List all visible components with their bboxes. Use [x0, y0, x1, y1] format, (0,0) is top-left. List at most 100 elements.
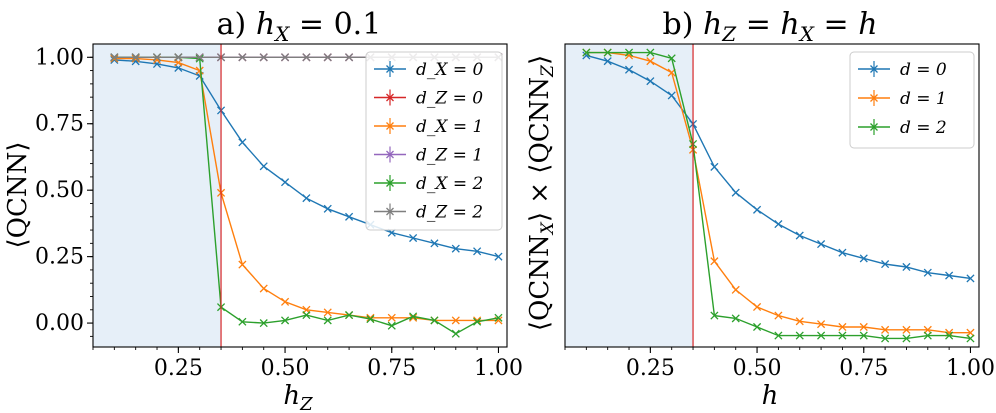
panel-b-series-0-point	[646, 77, 655, 86]
panel-a-series-4-point	[387, 321, 396, 330]
panel-a-series-4-point	[281, 316, 290, 325]
panel-b-series-2-point	[667, 54, 676, 63]
panel-b-ylabel: ⟨QCNNX⟩ × ⟨QCNNZ⟩	[525, 55, 558, 331]
panel-a-xtick-label: 0.75	[367, 356, 416, 381]
panel-a-series-0-point	[259, 162, 268, 171]
panel-b-series-2-point	[838, 331, 847, 340]
panel-a-series-0-point	[494, 252, 503, 261]
panel-a-series-0-point	[238, 138, 247, 147]
panel-a-series-4-point	[259, 319, 268, 328]
panel-b-series-0-point	[731, 188, 740, 197]
panel-b-series-1-point	[731, 285, 740, 294]
panel-a-legend-label: d_Z = 2	[416, 203, 483, 223]
panel-b-series-1-point	[753, 302, 762, 312]
panel-b-series-0-point	[753, 205, 762, 214]
panel-a-legend-label: d_Z = 0	[416, 89, 483, 109]
panel-a-series-4-point	[430, 316, 439, 325]
panel-b: b) hZ = hX = h 0.25 0.50 0.75 1.00d = 0d = …	[525, 7, 995, 411]
panel-a-legend-marker	[386, 207, 394, 216]
panel-b-series-2-point	[966, 334, 975, 343]
panel-a-legend-label: d_X = 2	[416, 174, 483, 194]
panel-a-series-5-point	[323, 53, 332, 62]
panel-b-series-1-point	[774, 311, 783, 320]
panel-a-ytick-label: 0.25	[35, 245, 84, 270]
panel-a-series-5-point	[110, 53, 119, 62]
panel-a-series-0-point	[323, 204, 332, 213]
panel-a-title: a) hX = 0.1	[217, 7, 382, 46]
panel-a-series-2-point	[238, 260, 247, 269]
panel-b-legend-box	[849, 51, 975, 149]
panel-b-xtick-label: 0.50	[733, 356, 782, 381]
panel-b-series-2-point	[710, 311, 719, 320]
panel-a-series-2-point	[195, 66, 204, 75]
panel-a-series-0-point	[409, 233, 418, 243]
panel-b-series-0-point	[774, 220, 783, 229]
panel-a-axes-frame	[92, 43, 508, 348]
panel-b-series-2-point	[582, 48, 591, 57]
panel-a-series-0-point	[430, 239, 439, 248]
panel-a-series-4-point	[302, 311, 311, 320]
panel-a-xtick-label: 0.25	[154, 356, 203, 381]
panel-a-series-2-point	[259, 284, 268, 293]
panel-a-series-5-point	[302, 53, 311, 62]
panel-a-series-4-point	[238, 317, 247, 326]
panel-a-series-2-point	[323, 308, 332, 317]
panel-b-series-0-point	[945, 271, 954, 280]
panel-a-series-2-point	[131, 54, 140, 63]
panel-b-series-1-point	[710, 257, 719, 266]
panel-a-series-5-point	[152, 53, 162, 62]
panel-b-series-1-point	[795, 317, 804, 326]
panel-a-legend-label: d_X = 0	[416, 60, 484, 80]
panel-b-series-0-point	[859, 254, 868, 263]
panel-b-series-1-point	[817, 320, 826, 329]
panel-a-series-4-point	[323, 316, 332, 325]
panel-a-series-4-point	[195, 54, 204, 63]
panel-b-series-2-point	[923, 331, 932, 340]
panel-a-series-0-point	[473, 247, 482, 256]
panel-b-series-2-point	[817, 331, 826, 340]
panel-a-ytick-label: 0.00	[35, 311, 84, 336]
panel-b-series-0-point	[624, 65, 634, 74]
panel-b-series-1-point	[881, 325, 890, 334]
panel-a: a) hX = 0.1 0.25 0.50 0.75 1.00 0.00 0.25 0.50…	[3, 7, 523, 413]
panel-b-xtick-label: 0.25	[626, 356, 675, 381]
panel-b-series-1-point	[646, 57, 655, 66]
panel-a-legend-marker	[386, 93, 394, 102]
panel-a-series-0-point	[345, 212, 354, 221]
panel-b-series-2-point	[902, 334, 911, 343]
panel-b-legend-marker	[870, 123, 878, 131]
panel-a-series-2-point	[409, 313, 418, 322]
panel-b-title: b) hZ = hX = h	[662, 7, 877, 46]
panel-a-series-5-point	[259, 53, 268, 62]
panel-a-series-2-point	[451, 316, 460, 325]
panel-b-legend-marker	[870, 65, 878, 73]
panel-b-series-2-point	[774, 331, 783, 340]
panel-a-series-5-point	[131, 53, 140, 62]
panel-b-legend-marker	[870, 94, 878, 102]
panel-a-series-2-point	[281, 297, 290, 306]
panel-a-legend-marker	[386, 65, 394, 73]
panel-a-series-4-point	[345, 311, 354, 320]
panel-a-series-0-point	[451, 244, 460, 253]
panel-a-legend: d_X = 0 d_Z = 0 d_X = 1 d_Z = 1 d_X = 2 d_Z =…	[365, 51, 503, 231]
panel-a-shaded-region	[93, 44, 222, 347]
panel-a-ytick-label: 1.00	[35, 45, 84, 70]
panel-a-series-4-point	[494, 313, 503, 322]
panel-a-legend-label: d_Z = 1	[416, 146, 483, 166]
panel-a-xlabel: hZ	[283, 381, 313, 413]
panel-b-series-2-point	[859, 331, 868, 340]
panel-b-series-0-point	[667, 91, 676, 100]
panel-b-series-0-point	[923, 268, 932, 277]
panel-a-series-4-point	[409, 312, 418, 321]
panel-a-series-4-point	[451, 329, 460, 338]
panel-b-axes-frame	[564, 43, 980, 348]
panel-a-xtick-label: 0.50	[261, 356, 310, 381]
panel-b-series-2-point	[881, 334, 890, 343]
panel-a-legend-marker	[386, 150, 394, 159]
panel-b-series-0-point	[603, 57, 612, 66]
panel-b-series-0-point	[817, 240, 826, 249]
panel-a-series-5-point	[345, 53, 354, 62]
panel-b-xtick-label: 1.00	[946, 356, 995, 381]
panel-a-series-2-point	[387, 313, 396, 322]
panel-b-series-0-point	[795, 231, 804, 240]
